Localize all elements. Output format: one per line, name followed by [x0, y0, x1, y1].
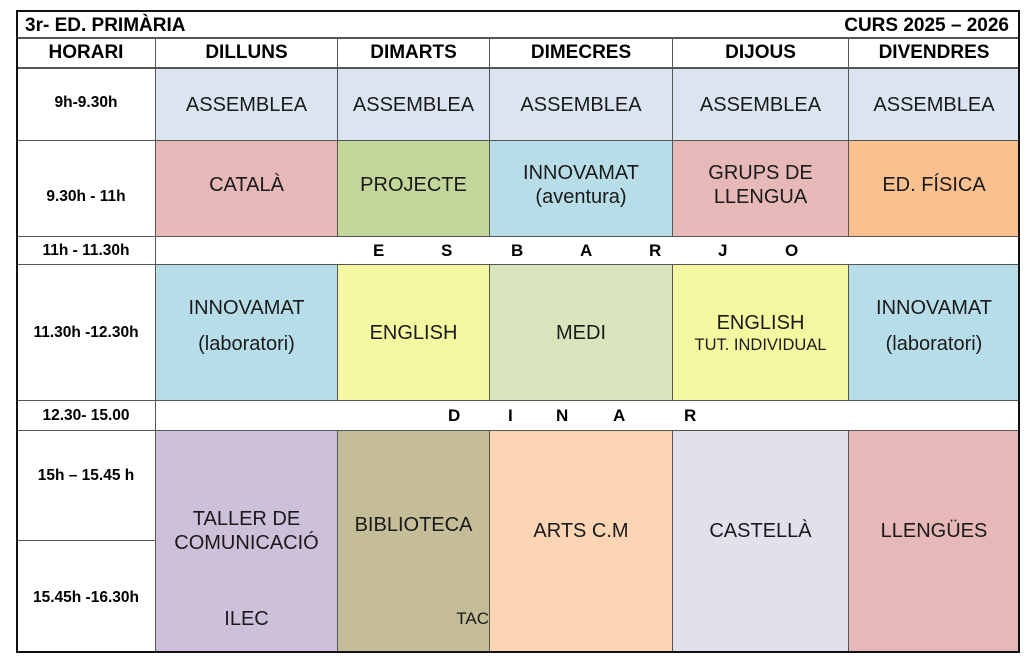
- class-title: 3r- ED. PRIMÀRIA: [25, 15, 186, 36]
- time-slot: 12.30- 15.00: [16, 400, 156, 431]
- cell-assemblea: ASSEMBLEA: [489, 68, 673, 141]
- cell-medi: MEDI: [489, 264, 673, 401]
- break-letter: R: [649, 241, 662, 260]
- subject-detail: (laboratori): [885, 332, 983, 355]
- cell-assemblea: ASSEMBLEA: [155, 68, 338, 141]
- cell-assemblea: ASSEMBLEA: [848, 68, 1020, 141]
- subject: INNOVAMAT: [876, 296, 992, 319]
- subject: INNOVAMAT: [523, 161, 639, 184]
- lunch-letter: I: [508, 406, 513, 425]
- subject-line2: LLENGUA: [713, 185, 808, 208]
- time-slot: 15h – 15.45 h: [16, 430, 156, 541]
- time-slot: 11.30h -12.30h: [16, 264, 156, 401]
- cell-innovamat-aventura: INNOVAMAT (aventura): [489, 140, 673, 237]
- cell-taller-comunicacio: TALLER DE COMUNICACIÓ ILEC: [155, 430, 338, 653]
- cell-assemblea: ASSEMBLEA: [337, 68, 490, 141]
- subject: BIBLIOTECA: [354, 514, 473, 536]
- lunch-letter: D: [448, 406, 461, 425]
- cell-innovamat-laboratori: INNOVAMAT (laboratori): [155, 264, 338, 401]
- cell-llengues: LLENGÜES: [848, 430, 1020, 653]
- break-letter: S: [441, 241, 453, 260]
- subject-detail: (laboratori): [198, 332, 295, 355]
- break-letter: B: [511, 241, 524, 260]
- time-slot: 11h - 11.30h: [16, 236, 156, 265]
- subject-detail: TUT. INDIVIDUAL: [694, 335, 827, 354]
- break-letter: O: [785, 241, 799, 260]
- cell-assemblea: ASSEMBLEA: [672, 68, 849, 141]
- cell-grups-llengua: GRUPS DE LLENGUA: [672, 140, 849, 237]
- subject-line2: COMUNICACIÓ: [174, 532, 319, 554]
- break-letter: E: [373, 241, 385, 260]
- time-slot: 15.45h -16.30h: [16, 540, 156, 653]
- cell-english: ENGLISH: [337, 264, 490, 401]
- header-dimecres: DIMECRES: [489, 38, 673, 68]
- cell-innovamat-laboratori: INNOVAMAT (laboratori): [848, 264, 1020, 401]
- time-slot: 9h-9.30h: [16, 68, 156, 141]
- cell-projecte: PROJECTE: [337, 140, 490, 237]
- cell-catala: CATALÀ: [155, 140, 338, 237]
- header-dilluns: DILLUNS: [155, 38, 338, 68]
- subject: GRUPS DE: [708, 161, 813, 184]
- break-letter: J: [718, 241, 728, 260]
- cell-biblioteca: BIBLIOTECA TAC: [337, 430, 490, 653]
- cell-arts: ARTS C.M: [489, 430, 673, 653]
- subject: ENGLISH: [716, 311, 805, 334]
- break-letter: A: [580, 241, 593, 260]
- lunch-letter: N: [556, 406, 569, 425]
- subject-extra: ILEC: [224, 608, 269, 630]
- cell-ed-fisica: ED. FÍSICA: [848, 140, 1020, 237]
- cell-castella: CASTELLÀ: [672, 430, 849, 653]
- header-dimarts: DIMARTS: [337, 38, 490, 68]
- lunch-row: [155, 400, 1020, 431]
- subject: TALLER DE: [192, 508, 301, 530]
- header-horari: HORARI: [16, 38, 156, 68]
- lunch-letter: A: [613, 406, 626, 425]
- header-divendres: DIVENDRES: [848, 38, 1020, 68]
- subject-detail: (aventura): [535, 185, 627, 208]
- time-slot: 9.30h - 11h: [16, 140, 156, 237]
- course-title: CURS 2025 – 2026: [844, 15, 1009, 36]
- header-dijous: DIJOUS: [672, 38, 849, 68]
- cell-english-tutoria: ENGLISH TUT. INDIVIDUAL: [672, 264, 849, 401]
- subject: INNOVAMAT: [188, 296, 305, 319]
- subject-extra: TAC: [456, 609, 489, 628]
- lunch-letter: R: [684, 406, 697, 425]
- title-bar: 3r- ED. PRIMÀRIA CURS 2025 – 2026: [16, 10, 1020, 38]
